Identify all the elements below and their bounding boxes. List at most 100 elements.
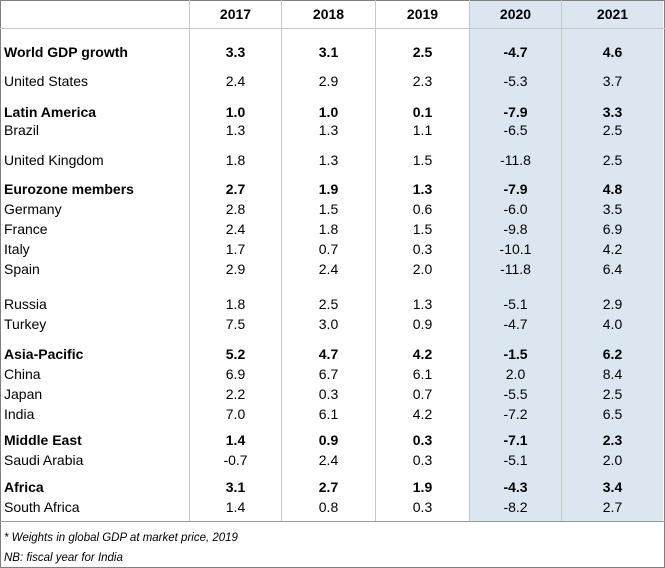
- value-cell-2018: 1.3: [318, 152, 339, 168]
- value-cell-2017: 7.5: [225, 316, 246, 332]
- value-cell-2021: 3.7: [602, 73, 623, 89]
- row-label: Africa: [4, 479, 44, 495]
- value-cell-2018: 0.7: [318, 241, 339, 257]
- grid-vline: [189, 0, 190, 521]
- value-cell-2018: 1.3: [318, 122, 339, 138]
- value-cell-2021: 4.2: [602, 241, 623, 257]
- value-cell-2020: -4.7: [503, 44, 528, 60]
- value-cell-2020: -11.8: [500, 152, 531, 168]
- value-cell-2021: 6.2: [602, 346, 623, 362]
- value-cell-2018: 1.9: [318, 181, 339, 197]
- forecast-shade-2020: [469, 1, 561, 521]
- value-cell-2020: -7.9: [503, 104, 528, 120]
- value-cell-2021: 6.5: [602, 406, 623, 422]
- column-header-2017: 2017: [219, 6, 252, 22]
- value-cell-2017: 1.8: [225, 296, 246, 312]
- value-cell-2018: 1.0: [318, 104, 339, 120]
- value-cell-2020: -9.8: [503, 221, 528, 237]
- value-cell-2021: 2.7: [602, 499, 623, 515]
- value-cell-2017: -0.7: [223, 452, 248, 468]
- value-cell-2019: 2.3: [412, 73, 433, 89]
- value-cell-2020: -1.5: [503, 346, 528, 362]
- value-cell-2017: 3.1: [225, 479, 246, 495]
- value-cell-2018: 6.1: [318, 406, 339, 422]
- value-cell-2019: 1.3: [412, 181, 433, 197]
- value-cell-2021: 4.6: [602, 44, 623, 60]
- value-cell-2019: 2.0: [412, 261, 433, 277]
- value-cell-2017: 1.8: [225, 152, 246, 168]
- value-cell-2019: 4.2: [412, 406, 433, 422]
- value-cell-2018: 0.9: [318, 432, 339, 448]
- value-cell-2019: 4.2: [412, 346, 433, 362]
- value-cell-2021: 4.8: [602, 181, 623, 197]
- column-header-2019: 2019: [406, 6, 439, 22]
- value-cell-2021: 3.4: [602, 479, 623, 495]
- value-cell-2017: 6.9: [225, 366, 246, 382]
- value-cell-2019: 0.1: [412, 104, 433, 120]
- value-cell-2021: 2.9: [602, 296, 623, 312]
- value-cell-2017: 2.8: [225, 201, 246, 217]
- value-cell-2019: 0.3: [412, 241, 433, 257]
- row-label: Asia-Pacific: [4, 346, 84, 362]
- value-cell-2019: 0.3: [412, 452, 433, 468]
- value-cell-2018: 6.7: [318, 366, 339, 382]
- column-header-2020: 2020: [499, 6, 532, 22]
- value-cell-2019: 0.7: [412, 386, 433, 402]
- value-cell-2017: 2.4: [225, 73, 246, 89]
- row-label: Italy: [4, 241, 30, 257]
- value-cell-2020: -7.9: [503, 181, 528, 197]
- value-cell-2020: -4.3: [503, 479, 528, 495]
- row-label: Turkey: [4, 316, 47, 332]
- header-divider: [0, 28, 665, 29]
- footnote-weights: * Weights in global GDP at market price,…: [4, 532, 238, 544]
- value-cell-2019: 6.1: [412, 366, 433, 382]
- value-cell-2017: 1.3: [225, 122, 246, 138]
- value-cell-2019: 2.5: [412, 44, 433, 60]
- value-cell-2020: -6.5: [503, 122, 528, 138]
- value-cell-2019: 1.1: [412, 122, 433, 138]
- value-cell-2018: 2.7: [318, 479, 339, 495]
- value-cell-2019: 0.3: [412, 499, 433, 515]
- value-cell-2020: -5.3: [503, 73, 528, 89]
- value-cell-2017: 1.4: [225, 499, 246, 515]
- value-cell-2020: -10.1: [499, 241, 532, 257]
- value-cell-2019: 0.6: [412, 201, 433, 217]
- value-cell-2019: 0.3: [412, 432, 433, 448]
- value-cell-2018: 2.9: [318, 73, 339, 89]
- value-cell-2021: 2.5: [602, 386, 623, 402]
- value-cell-2017: 1.0: [225, 104, 246, 120]
- value-cell-2021: 6.4: [602, 261, 623, 277]
- row-label: Japan: [4, 386, 43, 402]
- value-cell-2020: -8.2: [503, 499, 528, 515]
- grid-vline: [469, 0, 470, 521]
- value-cell-2020: -5.1: [503, 452, 528, 468]
- value-cell-2018: 2.4: [318, 261, 339, 277]
- value-cell-2018: 4.7: [318, 346, 339, 362]
- value-cell-2018: 2.4: [318, 452, 339, 468]
- value-cell-2018: 3.1: [318, 44, 339, 60]
- value-cell-2017: 2.9: [225, 261, 246, 277]
- value-cell-2020: -5.5: [503, 386, 528, 402]
- value-cell-2017: 3.3: [225, 44, 246, 60]
- value-cell-2021: 6.9: [602, 221, 623, 237]
- value-cell-2019: 0.9: [412, 316, 433, 332]
- row-label: South Africa: [4, 499, 80, 515]
- value-cell-2017: 5.2: [225, 346, 246, 362]
- value-cell-2020: 2.0: [505, 366, 526, 382]
- value-cell-2018: 0.3: [318, 386, 339, 402]
- value-cell-2020: -7.1: [503, 432, 528, 448]
- row-label: Spain: [4, 261, 40, 277]
- footnote-fiscal-year: NB: fiscal year for India: [4, 552, 123, 564]
- row-label: China: [4, 366, 41, 382]
- row-label: United Kingdom: [4, 152, 104, 168]
- value-cell-2020: -6.0: [503, 201, 528, 217]
- row-label: Brazil: [4, 122, 40, 138]
- value-cell-2018: 2.5: [318, 296, 339, 312]
- value-cell-2017: 2.2: [225, 386, 246, 402]
- value-cell-2019: 1.5: [412, 221, 433, 237]
- value-cell-2019: 1.9: [412, 479, 433, 495]
- value-cell-2020: -4.7: [503, 316, 528, 332]
- value-cell-2017: 1.4: [225, 432, 246, 448]
- grid-vline: [375, 0, 376, 521]
- row-label: India: [4, 406, 35, 422]
